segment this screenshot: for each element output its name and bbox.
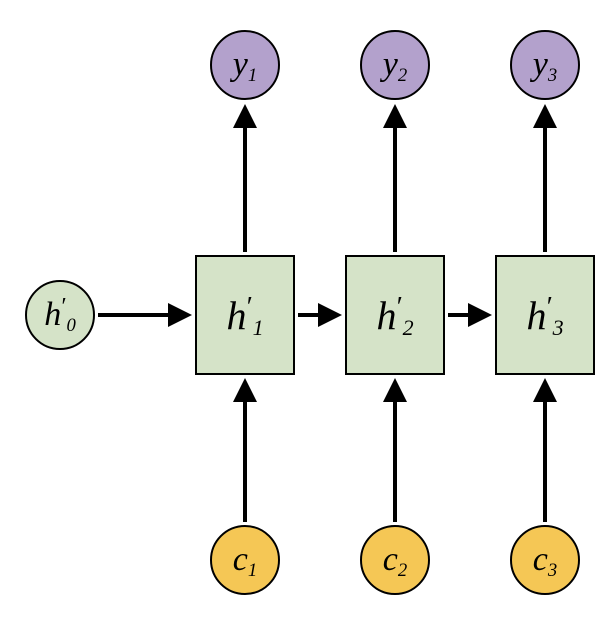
- label-sub: 3: [553, 315, 564, 341]
- label-base: c: [233, 541, 248, 579]
- node-h2: h′2: [345, 255, 445, 375]
- node-label-c1: c1: [233, 541, 257, 579]
- label-prime: ′: [395, 292, 401, 324]
- node-c2: c2: [360, 525, 430, 595]
- node-h1: h′1: [195, 255, 295, 375]
- node-label-y1: y1: [233, 46, 257, 84]
- node-c1: c1: [210, 525, 280, 595]
- label-sub: 2: [398, 65, 407, 87]
- label-base: c: [533, 541, 548, 579]
- node-y1: y1: [210, 30, 280, 100]
- node-h0: h′0: [25, 280, 95, 350]
- node-c3: c3: [510, 525, 580, 595]
- label-sub: 1: [248, 65, 257, 87]
- node-label-h1: h′1: [226, 292, 263, 339]
- label-sub: 2: [398, 560, 407, 582]
- label-prime: ′: [545, 292, 551, 324]
- label-sub: 0: [66, 315, 75, 337]
- label-base: y: [533, 46, 548, 84]
- node-label-c3: c3: [533, 541, 557, 579]
- label-base: y: [383, 46, 398, 84]
- label-sub: 1: [248, 560, 257, 582]
- label-sub: 1: [253, 315, 264, 341]
- label-base: h: [44, 296, 61, 334]
- label-sub: 3: [548, 560, 557, 582]
- node-label-h3: h′3: [526, 292, 563, 339]
- node-label-h0: h′0: [44, 296, 76, 334]
- label-sub: 2: [403, 315, 414, 341]
- node-label-c2: c2: [383, 541, 407, 579]
- label-base: h: [226, 292, 246, 339]
- node-y3: y3: [510, 30, 580, 100]
- label-prime: ′: [245, 292, 251, 324]
- node-y2: y2: [360, 30, 430, 100]
- label-base: c: [383, 541, 398, 579]
- node-label-h2: h′2: [376, 292, 413, 339]
- label-base: y: [233, 46, 248, 84]
- label-base: h: [526, 292, 546, 339]
- node-label-y2: y2: [383, 46, 407, 84]
- label-prime: ′: [60, 294, 65, 321]
- label-sub: 3: [548, 65, 557, 87]
- node-label-y3: y3: [533, 46, 557, 84]
- node-h3: h′3: [495, 255, 595, 375]
- label-base: h: [376, 292, 396, 339]
